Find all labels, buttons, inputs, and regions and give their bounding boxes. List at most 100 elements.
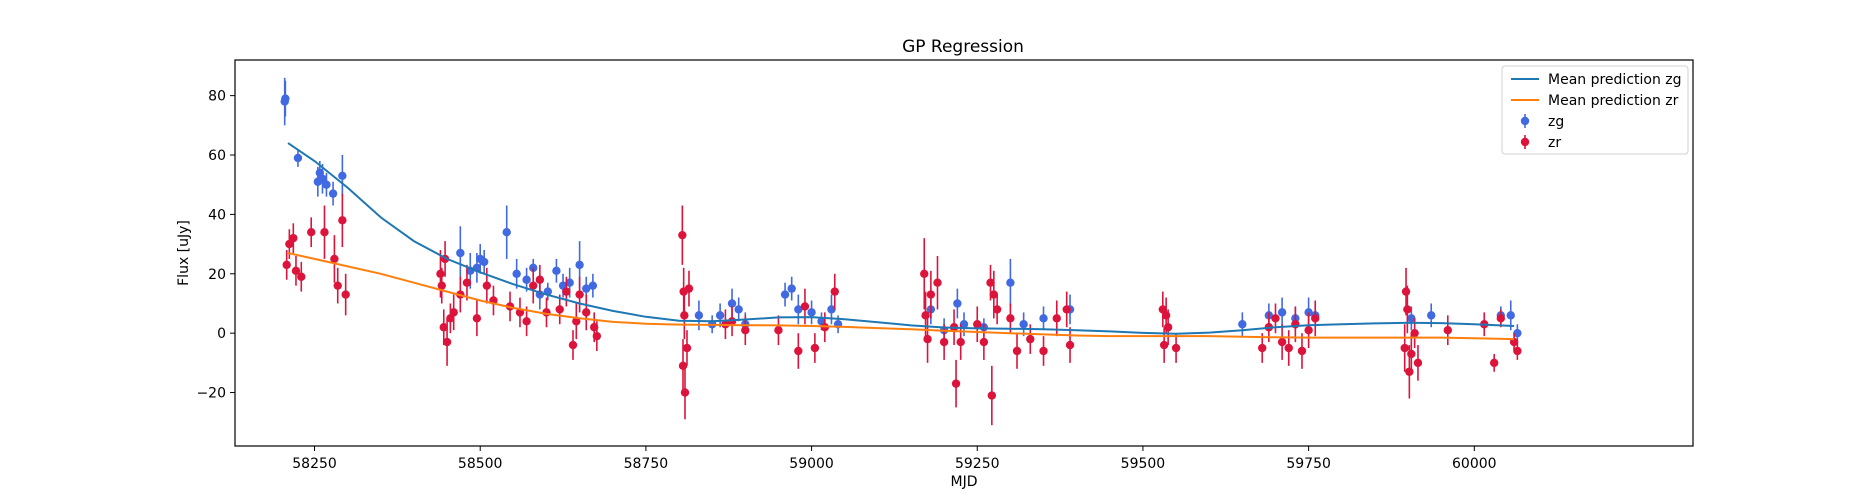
- marker: [565, 278, 574, 287]
- data-point-zr: [472, 300, 482, 337]
- marker: [956, 337, 965, 347]
- marker: [582, 308, 591, 317]
- x-tick-label: 59250: [955, 456, 1000, 472]
- x-tick-label: 59000: [789, 456, 834, 472]
- marker: [680, 388, 690, 397]
- data-point-zg: [953, 288, 962, 319]
- marker: [1062, 305, 1071, 314]
- marker: [794, 346, 803, 356]
- series-line-mean-prediction-zr: [287, 252, 1515, 341]
- marker: [1171, 343, 1181, 353]
- data-point-zg: [328, 181, 338, 206]
- marker: [1277, 308, 1287, 317]
- legend-frame: [1501, 65, 1689, 155]
- marker: [1513, 328, 1522, 338]
- marker: [529, 281, 538, 290]
- marker: [1065, 340, 1075, 350]
- data-point-zg: [322, 172, 331, 197]
- marker: [436, 269, 445, 278]
- marker: [285, 239, 294, 249]
- marker: [921, 311, 930, 320]
- marker: [923, 334, 932, 344]
- data-point-zr: [923, 315, 932, 363]
- data-point-zr: [1403, 285, 1412, 334]
- data-point-zr: [1496, 309, 1506, 328]
- marker: [568, 340, 578, 350]
- marker: [1427, 311, 1436, 320]
- marker: [338, 171, 347, 180]
- marker: [472, 314, 482, 323]
- marker: [992, 305, 1002, 314]
- legend-entry: zg: [1520, 114, 1564, 130]
- data-point-zr: [1039, 336, 1048, 366]
- data-point-zr: [289, 223, 298, 253]
- marker: [1238, 320, 1247, 329]
- axes-frame: [234, 59, 1694, 447]
- marker: [787, 284, 796, 293]
- marker: [715, 311, 725, 320]
- data-point-zr: [592, 321, 602, 351]
- legend-marker-swatch: [1520, 137, 1530, 147]
- data-point-zr: [1012, 333, 1022, 369]
- marker: [682, 343, 692, 353]
- data-point-zr: [682, 330, 692, 366]
- marker: [562, 287, 571, 296]
- marker: [987, 391, 997, 400]
- data-point-zr: [1258, 333, 1267, 363]
- data-point-zr: [522, 306, 531, 337]
- marker: [1400, 343, 1409, 353]
- marker: [1401, 287, 1411, 296]
- marker: [522, 317, 531, 326]
- marker: [289, 233, 298, 243]
- marker: [1304, 326, 1313, 335]
- data-point-zr: [933, 255, 942, 310]
- y-tick-label: 40: [208, 207, 226, 223]
- marker: [741, 326, 750, 335]
- legend-label: zg: [1548, 114, 1564, 130]
- data-point-zr: [1513, 342, 1522, 360]
- series-line-mean-prediction-zg: [287, 142, 1515, 335]
- legend-marker-swatch: [1520, 116, 1530, 126]
- data-point-zr: [973, 306, 982, 343]
- marker: [800, 302, 810, 311]
- data-point-zr: [555, 294, 564, 325]
- marker: [1489, 358, 1499, 368]
- marker: [439, 323, 448, 332]
- marker: [1405, 367, 1414, 376]
- x-axis-label: MJD: [951, 474, 978, 490]
- marker: [1496, 314, 1506, 323]
- legend-entry: Mean prediction zr: [1511, 93, 1679, 109]
- data-point-zr: [562, 276, 571, 307]
- data-point-zr: [462, 264, 472, 301]
- marker: [1291, 320, 1300, 329]
- marker: [1413, 358, 1423, 368]
- marker: [933, 278, 942, 287]
- marker: [552, 266, 561, 276]
- data-point-zg: [1006, 258, 1015, 307]
- marker: [1311, 314, 1320, 323]
- marker: [920, 269, 929, 278]
- plot-content: [280, 77, 1522, 426]
- marker: [1506, 311, 1515, 320]
- marker: [291, 266, 301, 276]
- marker: [333, 281, 342, 290]
- data-point-zr: [341, 273, 350, 316]
- data-point-zr: [330, 235, 339, 283]
- marker: [1039, 314, 1048, 323]
- x-tick-label: 60000: [1452, 456, 1497, 472]
- marker: [1012, 346, 1022, 356]
- data-point-zg: [1513, 324, 1522, 343]
- data-point-zr: [1304, 312, 1313, 349]
- data-point-zr: [800, 288, 810, 325]
- marker: [479, 257, 489, 267]
- marker: [341, 290, 350, 299]
- marker: [462, 278, 472, 287]
- y-tick-label: 0: [217, 326, 226, 342]
- chart-title: GP Regression: [902, 37, 1024, 57]
- data-point-zg: [1019, 312, 1028, 337]
- marker: [1297, 346, 1307, 356]
- marker: [535, 275, 545, 284]
- marker: [684, 284, 694, 293]
- marker: [330, 254, 339, 264]
